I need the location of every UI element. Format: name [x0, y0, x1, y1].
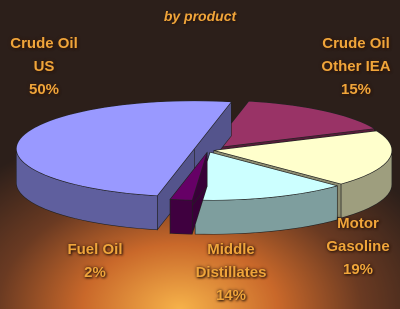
chart: by product Crude Oil Other IEA15%Motor G…	[0, 0, 400, 309]
slice-side	[170, 199, 192, 234]
category-label: Motor Gasoline	[318, 212, 398, 258]
category-label: Fuel Oil	[50, 238, 140, 261]
category-label: Crude Oil Other IEA	[316, 32, 396, 78]
value-label: 14%	[185, 284, 277, 307]
value-label: 15%	[316, 78, 396, 101]
value-label: 2%	[50, 261, 140, 284]
value-label: 19%	[318, 258, 398, 281]
category-label: Crude Oil US	[0, 32, 88, 78]
value-label: 50%	[0, 78, 88, 101]
category-label: Middle Distillates	[185, 238, 277, 284]
